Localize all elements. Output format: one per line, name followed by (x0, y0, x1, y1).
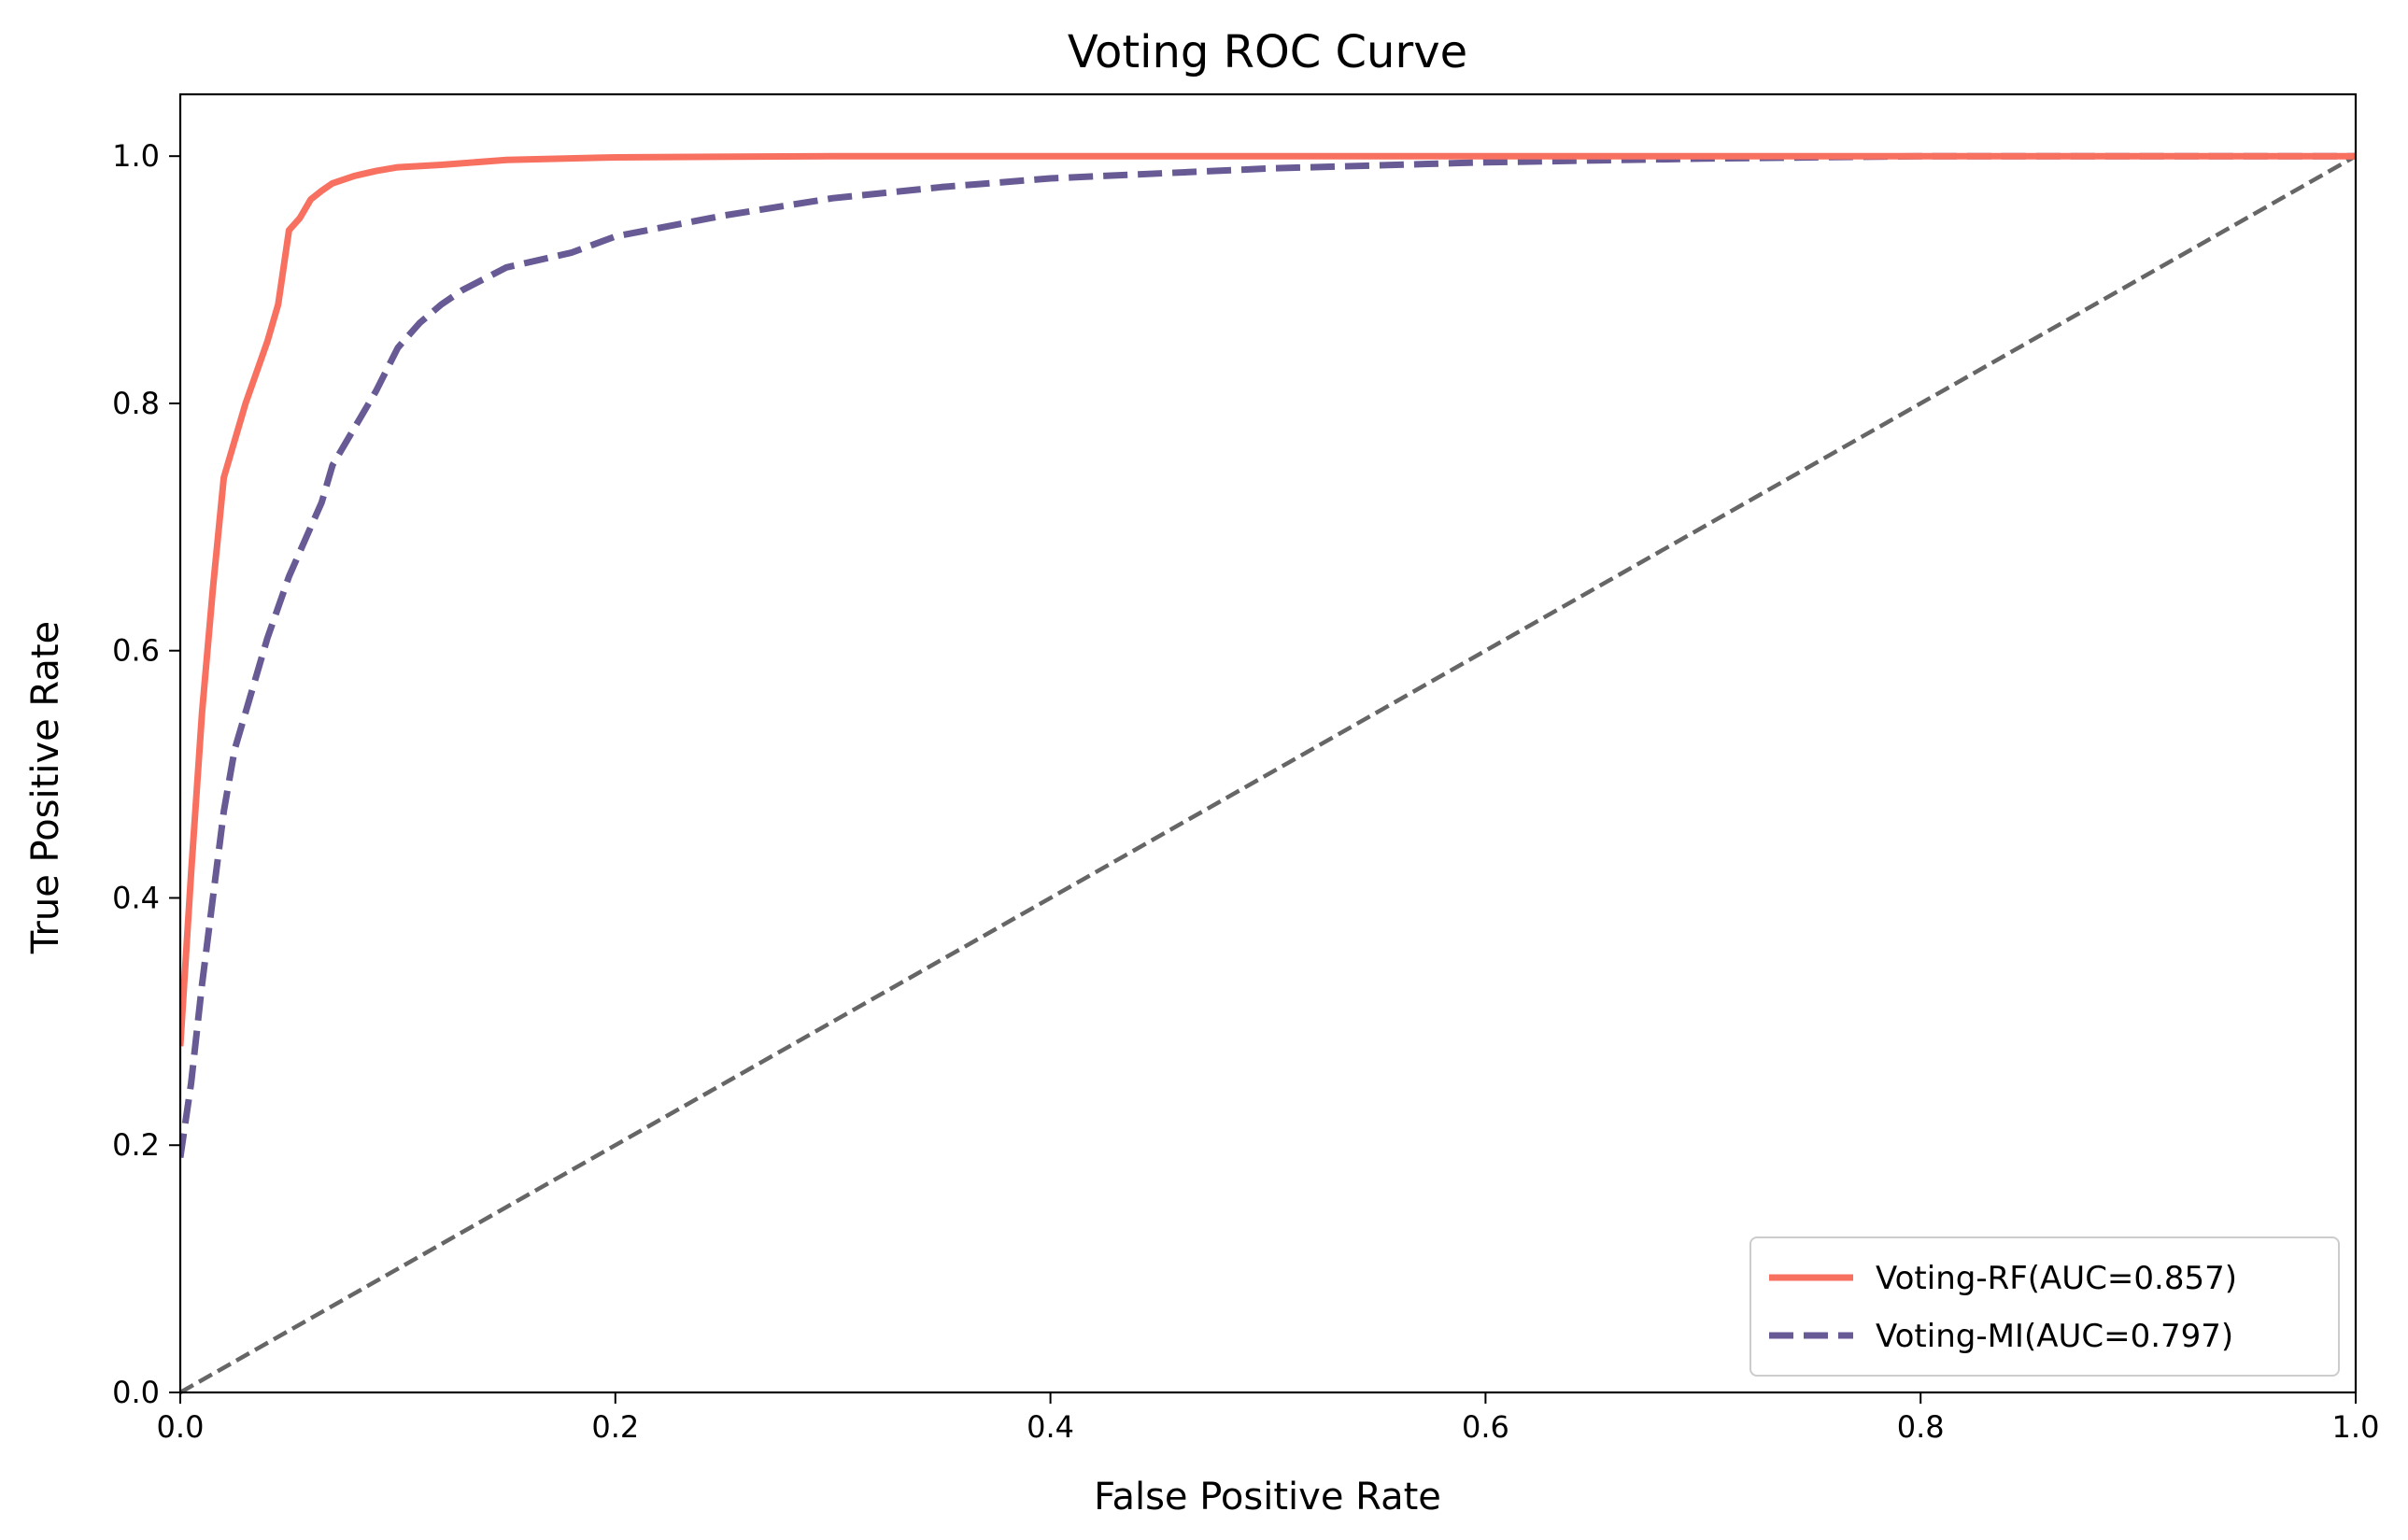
x-tick-label: 1.0 (2332, 1409, 2380, 1445)
legend: Voting-RF(AUC=0.857) Voting-MI(AUC=0.797) (1749, 1236, 2340, 1377)
x-axis-title: False Positive Rate (1094, 1476, 1441, 1519)
y-tick-label: 0.8 (112, 386, 160, 421)
legend-label: Voting-RF(AUC=0.857) (1876, 1260, 2237, 1297)
y-tick-label: 0.4 (112, 880, 160, 915)
x-tick-label: 0.0 (157, 1409, 205, 1445)
chart-title: Voting ROC Curve (1068, 26, 1467, 78)
y-axis-ticks: 0.0 0.2 0.4 0.6 0.8 1.0 (112, 138, 180, 1410)
series-line-voting-mi (180, 152, 2356, 1159)
legend-label: Voting-MI(AUC=0.797) (1876, 1318, 2233, 1355)
x-axis-ticks: 0.0 0.2 0.4 0.6 0.8 1.0 (157, 1392, 2380, 1445)
y-tick-label: 0.6 (112, 633, 160, 669)
x-tick-label: 0.6 (1462, 1409, 1509, 1445)
x-tick-label: 0.4 (1027, 1409, 1074, 1445)
plot-area (180, 152, 2358, 1394)
plot-frame (178, 92, 2358, 1394)
chance-diagonal-line (180, 154, 2358, 1394)
y-tick-label: 0.0 (112, 1375, 160, 1410)
legend-box (1749, 1236, 2340, 1377)
series-line-voting-rf (180, 152, 2356, 1047)
y-axis-title: True Positive Rate (24, 621, 67, 954)
x-tick-label: 0.2 (591, 1409, 639, 1445)
x-tick-label: 0.8 (1897, 1409, 1945, 1445)
y-tick-label: 0.2 (112, 1127, 160, 1163)
y-tick-label: 1.0 (112, 138, 160, 174)
